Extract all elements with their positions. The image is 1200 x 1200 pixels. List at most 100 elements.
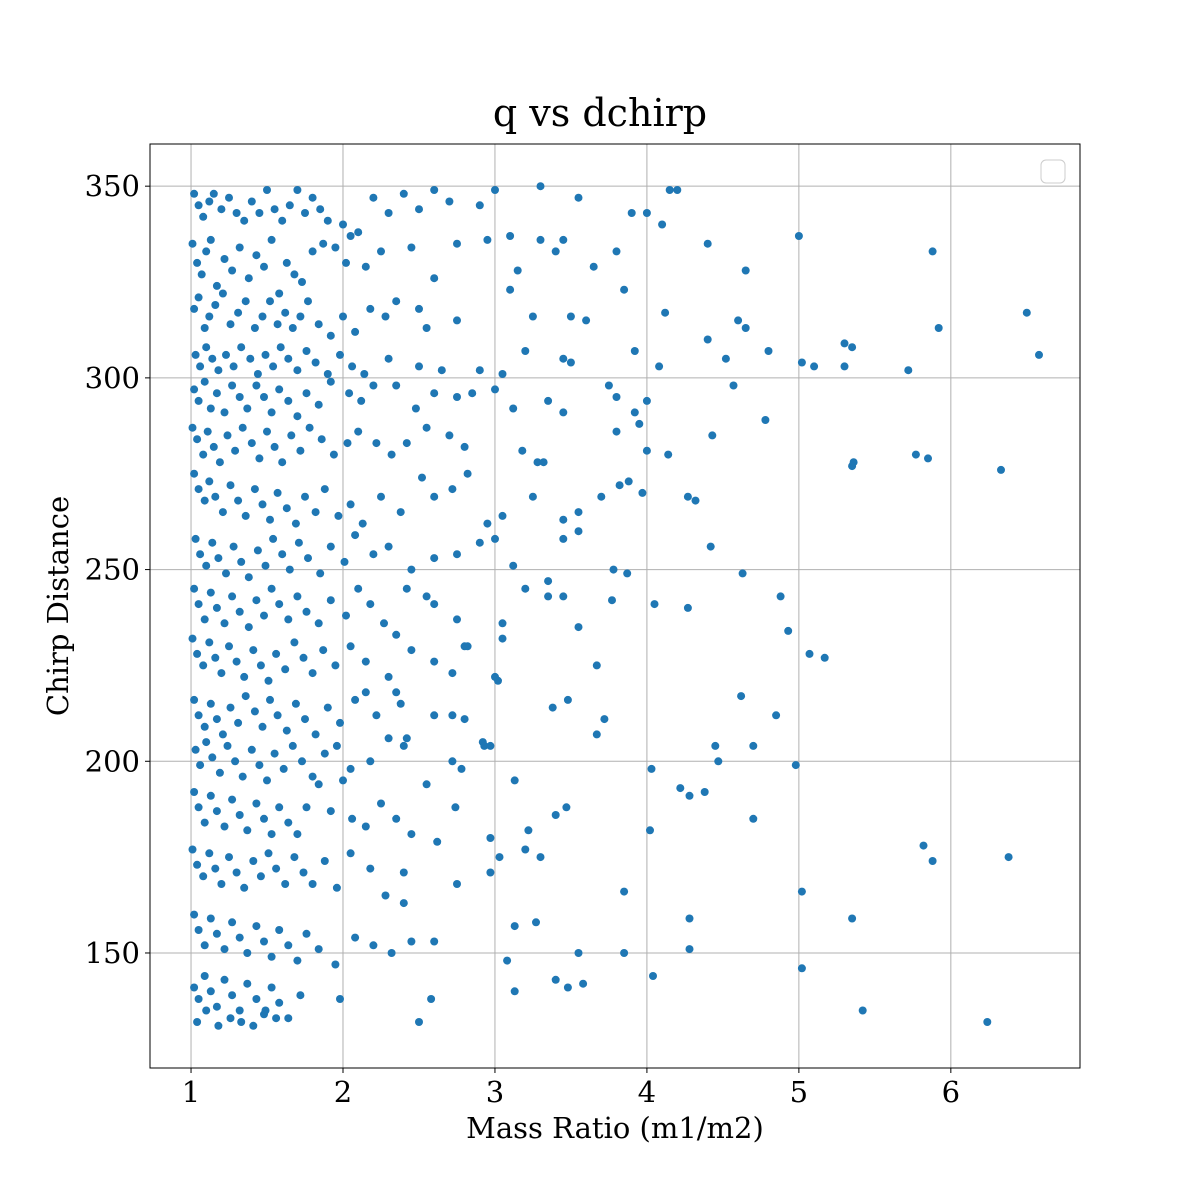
data-point xyxy=(574,623,583,632)
data-point xyxy=(453,880,461,888)
data-point xyxy=(267,983,276,992)
data-point xyxy=(346,764,355,773)
data-point xyxy=(620,949,629,957)
data-point xyxy=(228,795,237,804)
data-point xyxy=(430,711,439,720)
data-point xyxy=(267,235,276,244)
data-point xyxy=(287,431,296,440)
data-point xyxy=(249,1021,258,1030)
data-point xyxy=(372,439,381,448)
data-point xyxy=(361,262,370,271)
data-point xyxy=(266,297,274,306)
data-point xyxy=(510,776,519,785)
data-point xyxy=(304,554,312,563)
data-point xyxy=(225,642,233,651)
data-point xyxy=(506,232,515,240)
data-point xyxy=(533,458,542,467)
data-point xyxy=(342,258,350,267)
data-point xyxy=(240,216,249,225)
data-point xyxy=(407,565,416,574)
data-point xyxy=(191,745,200,754)
data-point xyxy=(243,404,252,413)
data-point xyxy=(475,538,484,547)
data-point xyxy=(612,247,621,256)
data-point xyxy=(430,186,439,194)
data-point xyxy=(278,458,287,467)
data-point xyxy=(197,270,206,279)
data-point xyxy=(269,534,278,543)
data-point xyxy=(334,511,343,520)
data-point xyxy=(430,600,439,609)
data-point xyxy=(642,209,651,217)
data-point xyxy=(1035,350,1043,359)
data-point xyxy=(284,818,293,827)
data-point xyxy=(924,454,932,463)
data-point xyxy=(199,450,208,459)
data-point xyxy=(240,672,249,681)
data-point xyxy=(272,1014,281,1023)
data-point xyxy=(445,197,454,206)
data-point xyxy=(647,764,656,773)
data-point xyxy=(983,1018,992,1026)
data-point xyxy=(415,304,423,313)
data-point xyxy=(205,477,214,486)
data-point xyxy=(208,354,217,363)
data-point xyxy=(190,469,199,478)
data-point xyxy=(275,926,284,934)
data-point xyxy=(226,703,235,712)
data-point xyxy=(222,569,230,578)
data-point xyxy=(430,554,439,563)
data-point xyxy=(339,776,347,785)
data-point xyxy=(284,396,293,405)
data-point xyxy=(316,569,325,578)
data-point xyxy=(194,201,203,210)
data-point xyxy=(604,381,613,390)
data-point xyxy=(453,393,461,401)
data-point xyxy=(345,389,354,398)
data-point xyxy=(358,519,367,528)
data-point xyxy=(299,868,308,877)
data-point xyxy=(566,358,575,367)
data-point xyxy=(253,546,262,555)
data-point xyxy=(298,278,306,286)
data-point xyxy=(273,711,282,720)
data-point xyxy=(574,949,583,957)
data-point xyxy=(194,995,203,1003)
data-point xyxy=(399,899,408,908)
data-point xyxy=(559,515,568,524)
data-point xyxy=(566,312,575,321)
data-point xyxy=(609,565,618,574)
data-point xyxy=(255,209,264,217)
data-point xyxy=(269,362,278,371)
data-point xyxy=(574,193,583,202)
data-point xyxy=(612,427,621,436)
data-point xyxy=(293,830,302,839)
data-point xyxy=(237,343,246,352)
data-point xyxy=(539,458,548,467)
data-point xyxy=(448,485,457,494)
data-point xyxy=(193,860,202,869)
data-point xyxy=(220,822,229,831)
data-point xyxy=(266,695,274,704)
data-point xyxy=(267,830,276,839)
data-point xyxy=(430,492,439,501)
data-point xyxy=(562,803,571,812)
data-point xyxy=(646,826,654,835)
data-point xyxy=(551,247,560,256)
data-point xyxy=(281,880,290,888)
data-point xyxy=(220,255,229,263)
data-point xyxy=(234,718,243,727)
data-point xyxy=(214,1021,223,1030)
data-point xyxy=(298,757,306,766)
data-point xyxy=(260,814,268,823)
data-point xyxy=(396,699,405,708)
data-point xyxy=(486,868,495,877)
data-point xyxy=(331,243,340,252)
data-point xyxy=(240,883,249,892)
plot-frame xyxy=(149,143,1081,1069)
data-point xyxy=(250,324,259,332)
data-point xyxy=(331,960,340,969)
data-point xyxy=(235,393,244,401)
x-tick-label: 2 xyxy=(334,1075,352,1109)
data-point xyxy=(308,880,317,888)
